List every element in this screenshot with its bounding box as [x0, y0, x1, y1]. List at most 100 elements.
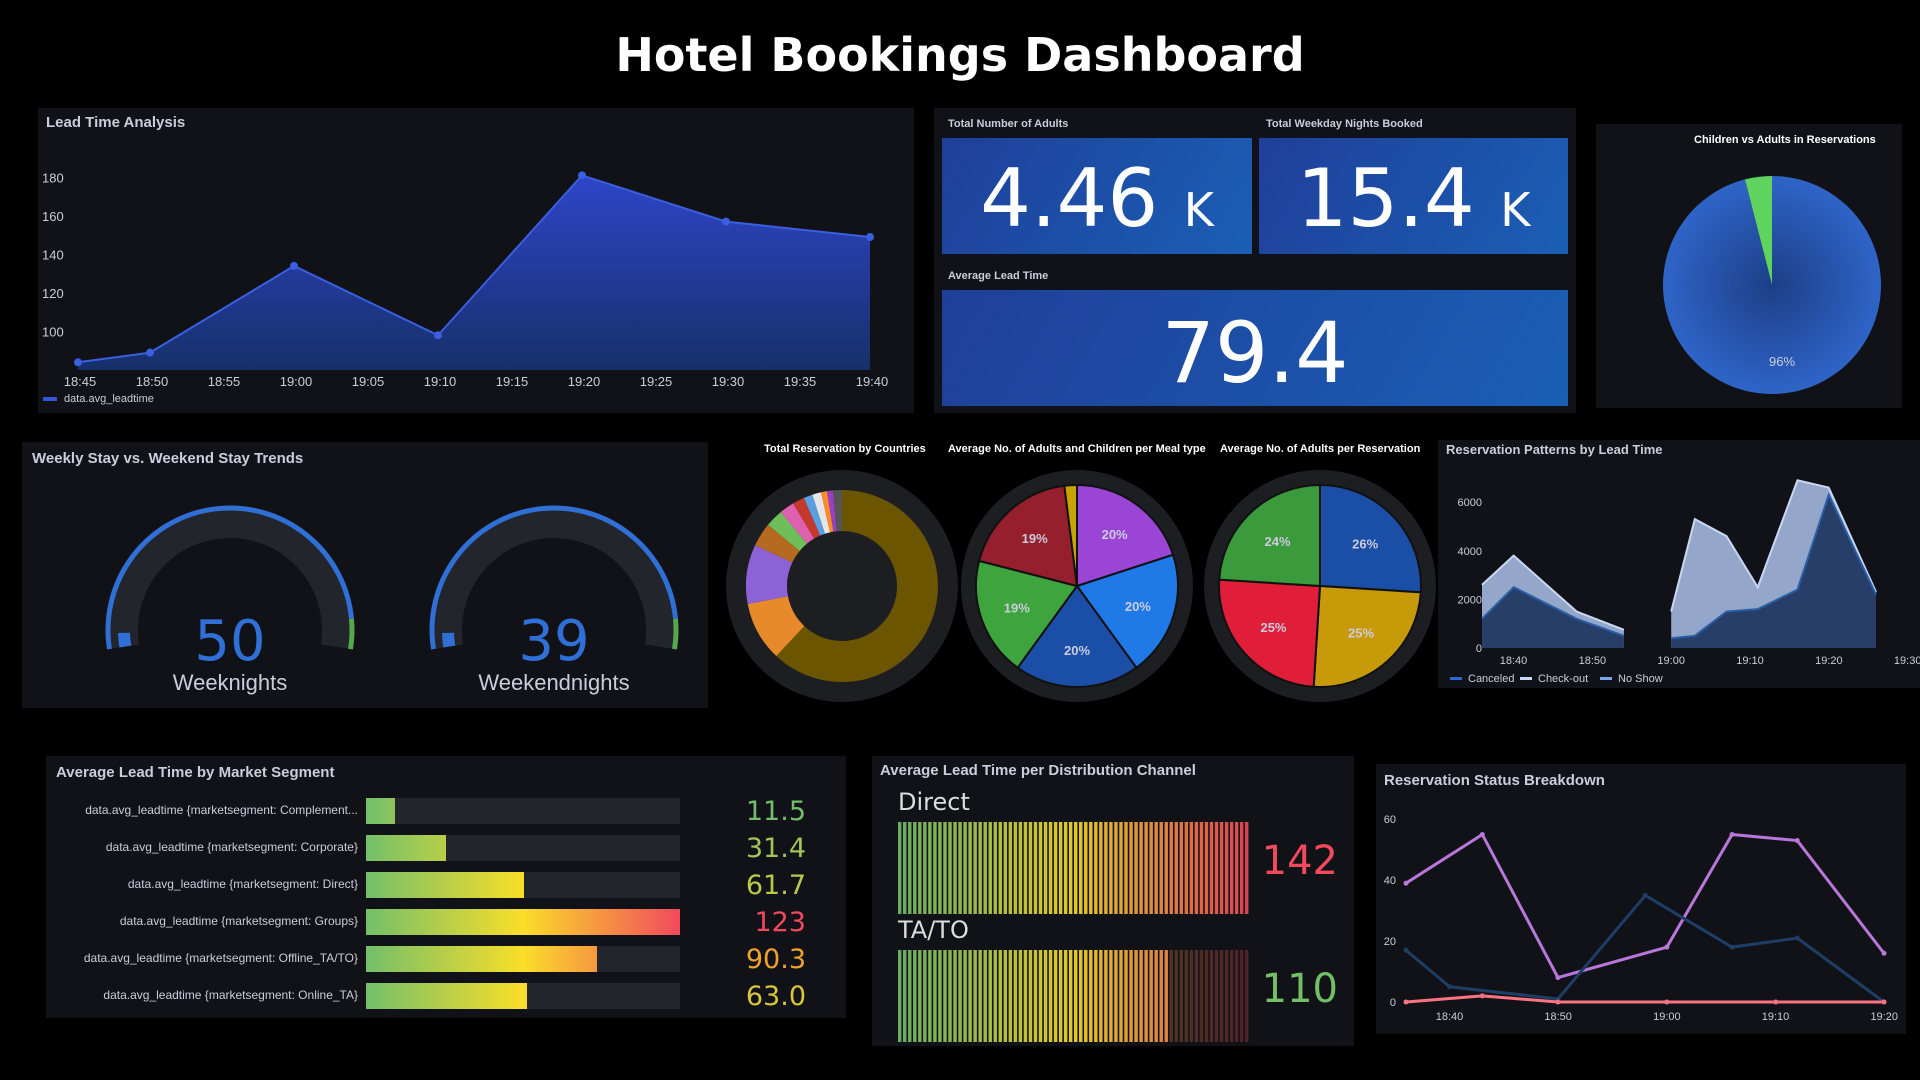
data-point: [1664, 999, 1670, 1005]
data-point: [1794, 838, 1800, 844]
data-point: [1881, 999, 1887, 1005]
led-cell: [1204, 950, 1209, 1042]
panel-title: Average Lead Time by Market Segment: [56, 764, 335, 781]
led-cell: [1184, 950, 1189, 1042]
led-cell: [983, 822, 987, 914]
y-tick-label: 2000: [1458, 594, 1482, 606]
channel-value: 142: [1261, 838, 1338, 884]
pie-slice: [1218, 483, 1321, 588]
data-point: [1794, 935, 1800, 941]
status-breakdown-panel[interactable]: Reservation Status Breakdown 0 20 40 60 18:4…: [1376, 764, 1906, 1034]
data-point: [1729, 944, 1735, 950]
slice-label: 20%: [1064, 643, 1090, 658]
bar-value: 123: [754, 907, 806, 938]
reservation-patterns-panel[interactable]: Reservation Patterns by Lead Time 0 2000 4…: [1438, 440, 1920, 688]
pie-slice: [821, 491, 834, 533]
led-cell: [988, 822, 992, 914]
led-cell: [1174, 822, 1178, 914]
led-cell: [1139, 822, 1143, 914]
per-meal-title: Average No. of Adults and Children per M…: [948, 443, 1206, 455]
led-cell: [1184, 822, 1189, 914]
led-cell: [1114, 950, 1118, 1042]
bar-fill: [366, 798, 396, 824]
led-cell: [918, 822, 922, 914]
total-adults-stat[interactable]: 4.46 K: [942, 138, 1252, 254]
status-line: [1405, 893, 1885, 1004]
bar-value: 61.7: [745, 870, 806, 901]
gauge-threshold-blue: [429, 505, 678, 650]
x-tick-label: 19:40: [856, 374, 889, 389]
x-tick-label: 18:40: [1500, 655, 1528, 667]
bar-label: data.avg_leadtime {marketsegment: Comple…: [85, 803, 358, 817]
bar-value: 31.4: [745, 833, 806, 864]
led-cell: [908, 950, 912, 1042]
x-tick-label: 19:20: [568, 374, 601, 389]
pie-slice: [1075, 553, 1179, 670]
bar-label: data.avg_leadtime {marketsegment: Direct…: [127, 877, 358, 891]
led-cell: [978, 822, 982, 914]
led-cell: [1013, 950, 1018, 1042]
pie-slice: [776, 490, 938, 682]
bar-value: 90.3: [745, 944, 806, 975]
pie-slice: [832, 490, 842, 532]
led-cell: [943, 950, 947, 1042]
led-cell: [993, 950, 997, 1042]
data-point: [1773, 999, 1779, 1005]
led-cell: [1084, 950, 1088, 1042]
slice-label: 25%: [1260, 620, 1286, 635]
led-cell: [998, 950, 1002, 1042]
pie-slice: [746, 545, 793, 604]
children-vs-adults-panel[interactable]: Children vs Adults in Reservations 96%: [1596, 124, 1902, 408]
weekday-nights-stat[interactable]: 15.4 K: [1259, 138, 1568, 254]
x-tick-label: 18:50: [136, 374, 169, 389]
stats-panel: Total Number of Adults Total Weekday Nig…: [934, 108, 1576, 413]
bar-fill: [366, 835, 447, 861]
data-point: [1479, 993, 1485, 999]
data-point: [1403, 880, 1409, 886]
panel-title: Weekly Stay vs. Weekend Stay Trends: [32, 450, 304, 467]
led-cell: [1219, 950, 1224, 1042]
lead-time-analysis-panel[interactable]: Lead Time Analysis 100 120 140 160 180 18:45 1…: [38, 108, 914, 413]
line-canceled: [1481, 586, 1625, 637]
led-cell: [953, 822, 957, 914]
panel-title: Reservation Status Breakdown: [1384, 772, 1605, 789]
led-cell: [1149, 950, 1153, 1042]
legend-label: Check-out: [1538, 673, 1588, 685]
adults-per-res-title: Average No. of Adults per Reservation: [1220, 443, 1421, 455]
pie-slice: [1076, 483, 1175, 588]
led-cell: [913, 950, 917, 1042]
weekly-stay-panel[interactable]: Weekly Stay vs. Weekend Stay Trends 50 We…: [22, 442, 708, 708]
led-cell: [1199, 822, 1204, 914]
led-cell: [1214, 822, 1219, 914]
data-point: [1881, 950, 1887, 956]
slice-label: 19%: [1022, 531, 1048, 546]
area-canceled: [1482, 587, 1624, 648]
led-cell: [1244, 822, 1249, 914]
led-cell: [1129, 822, 1133, 914]
led-cell: [1204, 822, 1209, 914]
line-canceled: [1671, 492, 1877, 640]
led-cell: [1194, 822, 1199, 914]
led-cell: [1179, 822, 1184, 914]
pie-slice: [1218, 578, 1322, 688]
x-tick-label: 19:20: [1870, 1011, 1898, 1023]
led-cell: [1234, 822, 1239, 914]
market-segment-panel[interactable]: Average Lead Time by Market Segment data…: [46, 756, 846, 1018]
led-cell: [928, 950, 932, 1042]
led-cell: [1189, 950, 1194, 1042]
pie-slice: [1744, 176, 1772, 285]
data-point: [1664, 944, 1670, 950]
led-cell: [1154, 950, 1158, 1042]
led-cell: [898, 950, 902, 1042]
bar-value: 11.5: [745, 796, 806, 827]
led-cell: [1089, 950, 1093, 1042]
led-cell: [903, 822, 907, 914]
led-cell: [1038, 822, 1043, 914]
distribution-panel[interactable]: Average Lead Time per Distribution Chann…: [872, 756, 1354, 1046]
led-cell: [1189, 822, 1194, 914]
led-cell: [1144, 822, 1148, 914]
led-cell: [898, 822, 902, 914]
bar-fill: [366, 872, 524, 898]
avg-lead-time-stat[interactable]: 79.4: [942, 290, 1568, 406]
